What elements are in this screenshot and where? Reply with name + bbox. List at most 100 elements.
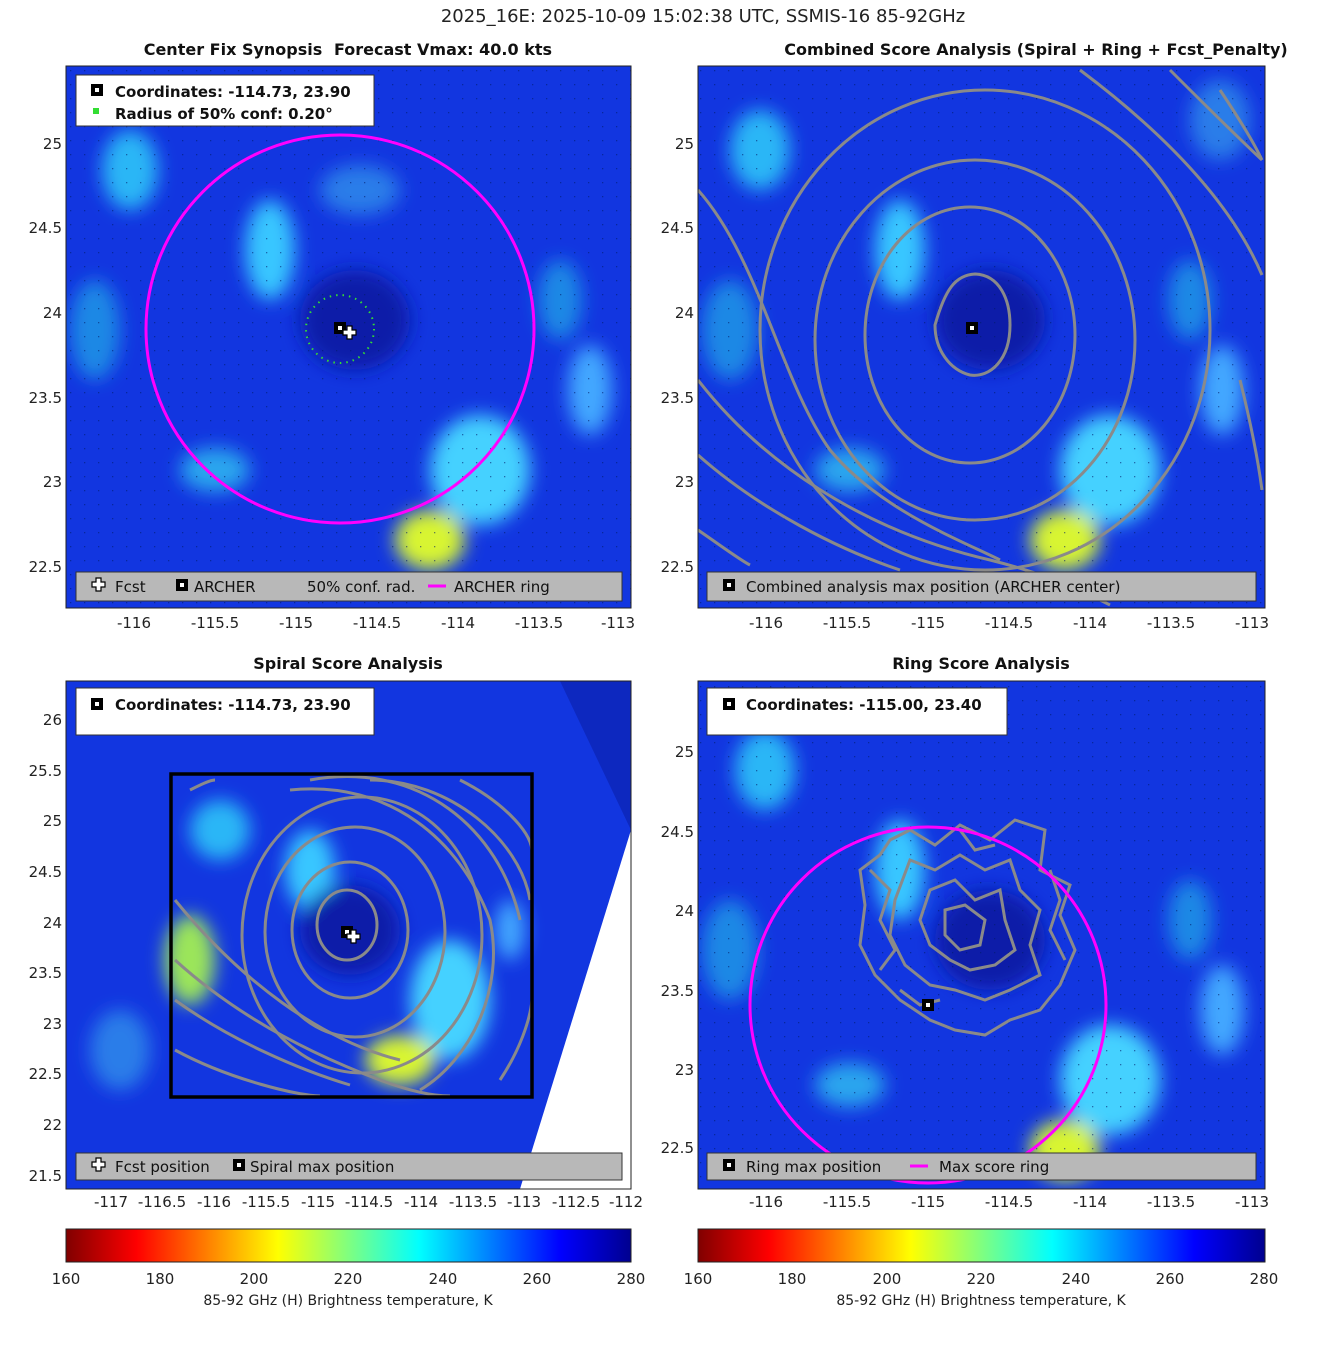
center-fix-vmax-title: Forecast Vmax: 40.0 kts bbox=[334, 40, 552, 59]
tick-label: 240 bbox=[429, 1270, 458, 1288]
tick-label: 26 bbox=[43, 711, 62, 729]
tick-label: 25 bbox=[43, 812, 62, 830]
tick-label: 22.5 bbox=[29, 1065, 62, 1083]
ring-yticks: 22.5 23 23.5 24 24.5 25 bbox=[661, 743, 694, 1157]
ring-max-marker bbox=[922, 999, 934, 1011]
tick-label: 24 bbox=[43, 914, 62, 932]
tick-label: 160 bbox=[52, 1270, 81, 1288]
ring-score-panel: Ring Score Analysis bbox=[661, 654, 1269, 1211]
tick-label: -116 bbox=[117, 614, 151, 632]
tick-label: 23.5 bbox=[661, 982, 694, 1000]
tick-label: -115 bbox=[279, 614, 313, 632]
colorbar-right-gradient bbox=[697, 1228, 1266, 1263]
tick-label: 25 bbox=[43, 135, 62, 153]
center-fix-yticks: 22.5 23 23.5 24 24.5 25 bbox=[29, 135, 62, 576]
tick-label: -113.5 bbox=[515, 614, 563, 632]
spiral-xticks: -117 -116.5 -116 -115.5 -115 -114.5 -114… bbox=[94, 1193, 643, 1211]
tick-label: 22.5 bbox=[661, 558, 694, 576]
tick-label: 24.5 bbox=[29, 219, 62, 237]
tick-label: 23 bbox=[675, 473, 694, 491]
center-fix-info-box: Coordinates: -114.73, 23.90 Radius of 50… bbox=[75, 74, 375, 127]
spiral-fcst-marker bbox=[346, 929, 361, 944]
tick-label: -114 bbox=[404, 1193, 438, 1211]
combined-plot-area bbox=[698, 66, 1265, 608]
tick-label: -113.5 bbox=[1147, 1193, 1195, 1211]
tick-label: 23 bbox=[43, 473, 62, 491]
tick-label: -115 bbox=[911, 1193, 945, 1211]
tick-label: -113.5 bbox=[449, 1193, 497, 1211]
fcst-cross-marker bbox=[342, 325, 357, 340]
tick-label: -115.5 bbox=[242, 1193, 290, 1211]
tick-label: 24.5 bbox=[661, 823, 694, 841]
spiral-yticks: 21.5 22 22.5 23 23.5 24 24.5 25 25.5 26 bbox=[29, 711, 62, 1185]
combined-xticks: -116 -115.5 -115 -114.5 -114 -113.5 -113 bbox=[749, 614, 1269, 632]
ring-score-title: Ring Score Analysis bbox=[892, 654, 1070, 673]
spiral-legend: Fcst position Spiral max position bbox=[75, 1152, 623, 1181]
tick-label: -117 bbox=[94, 1193, 128, 1211]
tick-label: -114.5 bbox=[985, 614, 1033, 632]
tick-label: 260 bbox=[1156, 1270, 1185, 1288]
tick-label: -115.5 bbox=[191, 614, 239, 632]
tick-label: -116 bbox=[749, 1193, 783, 1211]
tick-label: 180 bbox=[778, 1270, 807, 1288]
max-score-ring bbox=[748, 825, 1108, 1185]
ring-xticks: -116 -115.5 -115 -114.5 -114 -113.5 -113 bbox=[749, 1193, 1269, 1211]
tick-label: -115 bbox=[301, 1193, 335, 1211]
spiral-score-panel: Spiral Score Analysis bbox=[29, 654, 643, 1211]
tick-label: -112.5 bbox=[552, 1193, 600, 1211]
tick-label: -113 bbox=[1235, 1193, 1269, 1211]
tick-label: -114 bbox=[1073, 1193, 1107, 1211]
tick-label: 23.5 bbox=[661, 389, 694, 407]
tick-label: 200 bbox=[240, 1270, 269, 1288]
tick-label: 260 bbox=[523, 1270, 552, 1288]
legend-archer: ARCHER bbox=[194, 578, 256, 596]
ring-axes-frame bbox=[697, 680, 1266, 1190]
spiral-score-title: Spiral Score Analysis bbox=[253, 654, 443, 673]
tick-label: 180 bbox=[146, 1270, 175, 1288]
colorbar-right-ticks: 160 180 200 220 240 260 280 bbox=[684, 1270, 1279, 1288]
tick-label: -113 bbox=[601, 614, 635, 632]
tick-label: 25 bbox=[675, 743, 694, 761]
colorbar-right-label: 85-92 GHz (H) Brightness temperature, K bbox=[836, 1293, 1126, 1309]
tick-label: 220 bbox=[334, 1270, 363, 1288]
tick-label: -114 bbox=[441, 614, 475, 632]
tick-label: -113 bbox=[1235, 614, 1269, 632]
center-fix-panel: Center Fix Synopsis Forecast Vmax: 40.0 … bbox=[29, 40, 635, 632]
tick-label: 23 bbox=[675, 1061, 694, 1079]
colorbar-left-label: 85-92 GHz (H) Brightness temperature, K bbox=[203, 1293, 493, 1309]
fcst-legend-icon bbox=[91, 577, 106, 592]
spiral-info-box: Coordinates: -114.73, 23.90 bbox=[75, 687, 375, 736]
ring-legend: Ring max position Max score ring bbox=[706, 1152, 1257, 1181]
legend-ring-max: Ring max position bbox=[746, 1158, 881, 1176]
tick-label: 220 bbox=[967, 1270, 996, 1288]
tick-label: 24.5 bbox=[29, 863, 62, 881]
legend-spiral-max: Spiral max position bbox=[250, 1158, 394, 1176]
tick-label: -115.5 bbox=[823, 614, 871, 632]
tick-label: 240 bbox=[1062, 1270, 1091, 1288]
tick-label: 280 bbox=[617, 1270, 646, 1288]
center-fix-xticks: -116 -115.5 -115 -114.5 -114 -113.5 -113 bbox=[117, 614, 635, 632]
center-fix-plot-area bbox=[66, 66, 631, 608]
spiral-search-box bbox=[169, 772, 534, 1099]
tick-label: 160 bbox=[684, 1270, 713, 1288]
tick-label: -115.5 bbox=[823, 1193, 871, 1211]
tick-label: -114 bbox=[1073, 614, 1107, 632]
tick-label: -116 bbox=[749, 614, 783, 632]
tick-label: 22 bbox=[43, 1116, 62, 1134]
tick-label: -113 bbox=[507, 1193, 541, 1211]
legend-fcst-position: Fcst position bbox=[115, 1158, 210, 1176]
center-fix-legend: Fcst ARCHER 50% conf. rad. ARCHER ring bbox=[75, 571, 623, 602]
combined-score-title: Combined Score Analysis (Spiral + Ring +… bbox=[784, 40, 1287, 59]
legend-combined-max: Combined analysis max position (ARCHER c… bbox=[746, 578, 1120, 596]
legend-archer-ring: ARCHER ring bbox=[454, 578, 550, 596]
tick-label: -115 bbox=[911, 614, 945, 632]
tick-label: 23 bbox=[43, 1015, 62, 1033]
combined-yticks: 22.5 23 23.5 24 24.5 25 bbox=[661, 135, 694, 576]
tick-label: -113.5 bbox=[1147, 614, 1195, 632]
tick-label: -114.5 bbox=[353, 614, 401, 632]
ring-info-box: Coordinates: -115.00, 23.40 bbox=[706, 687, 1008, 736]
tick-label: 280 bbox=[1250, 1270, 1279, 1288]
colorbar-left-gradient bbox=[65, 1228, 632, 1263]
legend-conf-rad: 50% conf. rad. bbox=[307, 578, 415, 596]
